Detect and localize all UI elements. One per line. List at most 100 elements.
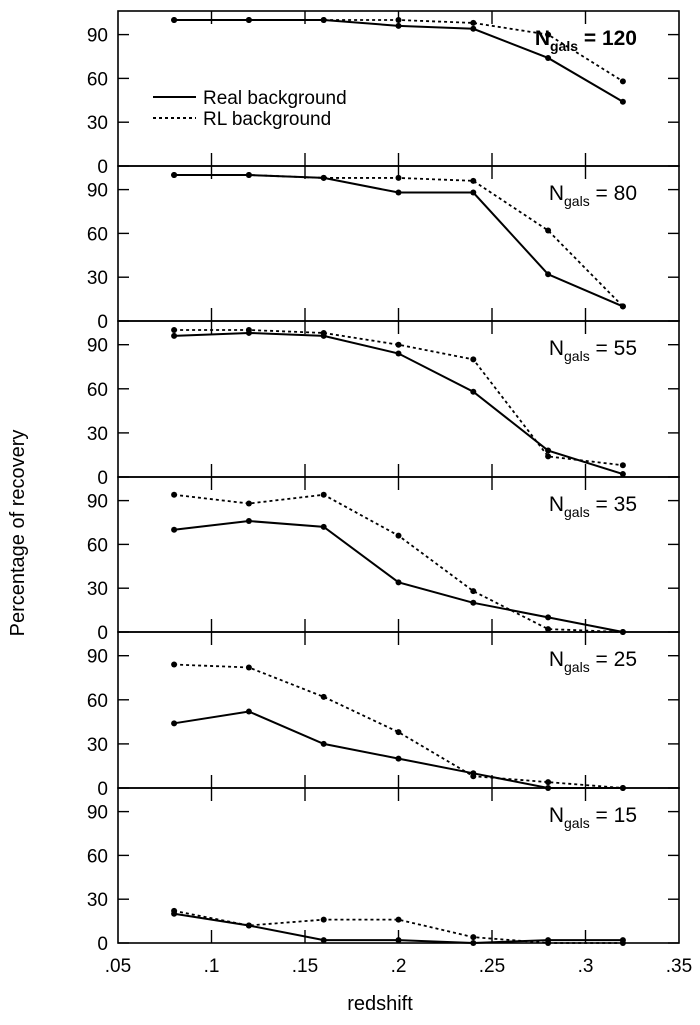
panel-label: Ngals = 25 xyxy=(549,648,637,675)
data-point-rl xyxy=(395,174,402,181)
data-point-rl xyxy=(545,31,552,38)
panel-label: Ngals = 15 xyxy=(549,804,637,831)
y-tick-label: 60 xyxy=(87,535,108,556)
y-tick-label: 90 xyxy=(87,803,108,824)
data-point-rl xyxy=(395,729,402,736)
legend-label-real: Real background xyxy=(203,88,347,109)
data-point-rl xyxy=(470,19,477,26)
panels-layer: 0 30 60 90 Ngals = 120 0 30 60 90 Ngals = 80 0 30 60… xyxy=(87,10,680,955)
panel-label-main: N xyxy=(549,182,564,205)
data-point-rl xyxy=(245,17,252,23)
data-point-real xyxy=(545,54,552,61)
panel-label: Ngals = 120 xyxy=(535,27,637,54)
data-point-rl xyxy=(320,174,327,181)
panel-label-sub: gals xyxy=(564,659,590,675)
data-point-rl xyxy=(320,693,327,700)
data-point-rl xyxy=(245,500,252,507)
data-point-rl xyxy=(545,940,552,946)
y-tick-label: 0 xyxy=(97,779,108,800)
y-tick-label: 60 xyxy=(87,846,108,867)
y-tick-label: 0 xyxy=(97,934,108,955)
data-point-rl xyxy=(320,491,327,498)
panel-label-sub: gals xyxy=(564,504,590,520)
x-tick-label: .2 xyxy=(391,956,407,977)
data-point-real xyxy=(245,518,252,525)
y-axis-title: Percentage of recovery xyxy=(7,430,29,637)
data-point-real xyxy=(545,447,552,454)
y-tick-label: 30 xyxy=(87,579,108,600)
panel-label-main: N xyxy=(535,27,550,50)
data-point-real xyxy=(171,332,178,339)
y-tick-label: 90 xyxy=(87,181,108,202)
data-point-rl xyxy=(470,177,477,184)
panel-label-sub: gals xyxy=(564,815,590,831)
panel-label-value: = 15 xyxy=(590,804,637,827)
y-tick-label: 30 xyxy=(87,268,108,289)
data-point-real xyxy=(395,22,402,29)
data-point-real xyxy=(470,25,477,32)
data-point-real xyxy=(545,271,552,278)
panel-label-main: N xyxy=(549,648,564,671)
x-tick-label: .15 xyxy=(292,956,318,977)
panel-3: 0 30 60 90 Ngals = 55 xyxy=(87,320,680,489)
panel-label-value: = 120 xyxy=(578,27,637,50)
data-point-real xyxy=(320,937,327,944)
data-point-rl xyxy=(545,626,552,633)
panel-label-sub: gals xyxy=(564,193,590,209)
panel-label: Ngals = 55 xyxy=(549,337,637,364)
series-line-rl xyxy=(174,663,623,789)
y-tick-label: 30 xyxy=(87,735,108,756)
data-point-real xyxy=(470,189,477,196)
data-point-rl xyxy=(619,303,626,310)
data-point-rl xyxy=(395,916,402,923)
data-point-real xyxy=(619,471,626,478)
panel-5: 0 30 60 90 Ngals = 25 xyxy=(87,631,680,800)
data-point-rl xyxy=(245,172,252,178)
data-point-real xyxy=(470,599,477,606)
x-tick-label: .3 xyxy=(578,956,594,977)
y-tick-label: 60 xyxy=(87,380,108,401)
data-point-real xyxy=(320,740,327,747)
data-point-rl xyxy=(545,227,552,234)
panel-label-value: = 80 xyxy=(590,182,637,205)
panel-label: Ngals = 80 xyxy=(549,182,637,209)
x-tick-label: .05 xyxy=(105,956,131,977)
data-point-rl xyxy=(171,661,178,668)
data-point-rl xyxy=(320,329,327,336)
data-point-rl xyxy=(619,78,626,85)
data-point-real xyxy=(395,579,402,586)
data-point-rl xyxy=(470,934,477,941)
data-point-rl xyxy=(395,341,402,348)
legend: Real background RL background xyxy=(153,88,347,130)
data-point-rl xyxy=(171,172,178,178)
data-point-rl xyxy=(171,327,178,333)
y-tick-label: 0 xyxy=(97,312,108,333)
data-point-real xyxy=(171,526,178,533)
panel-2: 0 30 60 90 Ngals = 80 xyxy=(87,165,680,333)
data-point-rl xyxy=(395,17,402,23)
data-point-real xyxy=(395,937,402,944)
panel-4: 0 30 60 90 Ngals = 35 xyxy=(87,476,680,644)
data-point-rl xyxy=(619,462,626,469)
x-tick-label: .35 xyxy=(666,956,692,977)
data-point-rl xyxy=(171,907,178,914)
y-tick-label: 30 xyxy=(87,890,108,911)
data-point-rl xyxy=(545,779,552,786)
data-point-real xyxy=(245,708,252,715)
data-point-rl xyxy=(245,327,252,333)
data-point-rl xyxy=(320,916,327,923)
data-point-rl xyxy=(619,940,626,946)
panel-label-value: = 35 xyxy=(590,493,637,516)
data-point-rl xyxy=(545,453,552,460)
panel-label-main: N xyxy=(549,493,564,516)
y-tick-label: 60 xyxy=(87,691,108,712)
data-point-rl xyxy=(470,588,477,595)
data-point-rl xyxy=(245,922,252,929)
x-axis-title: redshift xyxy=(347,993,413,1015)
panel-label-main: N xyxy=(549,804,564,827)
panel-label-main: N xyxy=(549,337,564,360)
data-point-rl xyxy=(171,491,178,498)
data-point-real xyxy=(395,755,402,762)
data-point-real xyxy=(545,614,552,621)
data-point-rl xyxy=(245,664,252,671)
